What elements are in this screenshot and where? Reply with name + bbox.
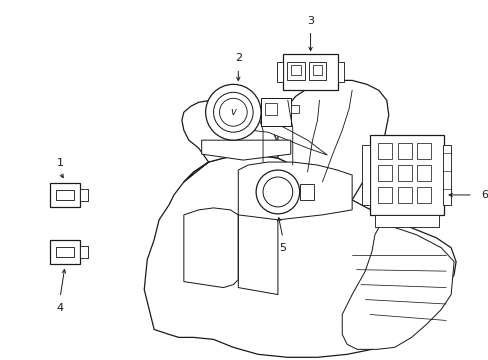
Bar <box>312 66 322 75</box>
Polygon shape <box>183 208 238 288</box>
Bar <box>397 143 411 159</box>
Polygon shape <box>201 140 290 160</box>
Bar <box>397 187 411 203</box>
Bar <box>377 187 391 203</box>
Bar <box>80 246 88 258</box>
Bar <box>290 66 300 75</box>
Bar <box>80 189 88 201</box>
Bar <box>50 183 80 207</box>
Bar <box>338 62 344 82</box>
Text: 5: 5 <box>279 243 286 253</box>
Bar <box>276 62 282 82</box>
Bar <box>282 54 338 90</box>
Bar <box>417 165 430 181</box>
Bar <box>56 247 74 257</box>
Bar <box>299 184 313 200</box>
Bar <box>377 143 391 159</box>
Text: 3: 3 <box>306 15 313 26</box>
Bar <box>261 98 290 126</box>
Circle shape <box>213 92 253 132</box>
Bar <box>264 103 276 115</box>
Polygon shape <box>243 115 327 155</box>
Bar <box>377 165 391 181</box>
Bar <box>308 62 325 80</box>
Bar <box>361 145 369 205</box>
Text: v: v <box>230 107 236 117</box>
Bar <box>290 105 298 113</box>
Text: 4: 4 <box>57 302 63 312</box>
Polygon shape <box>277 80 388 200</box>
Circle shape <box>219 98 247 126</box>
Bar <box>442 145 450 205</box>
Circle shape <box>256 170 299 214</box>
Bar <box>417 143 430 159</box>
Polygon shape <box>144 155 455 357</box>
Circle shape <box>263 177 292 207</box>
Bar <box>50 240 80 264</box>
Bar <box>369 135 443 215</box>
Polygon shape <box>342 222 453 349</box>
Bar <box>397 165 411 181</box>
Circle shape <box>205 84 261 140</box>
Bar <box>417 187 430 203</box>
Polygon shape <box>238 162 351 220</box>
Bar <box>56 190 74 200</box>
Text: 1: 1 <box>57 158 63 168</box>
Text: 2: 2 <box>234 54 242 63</box>
Bar <box>286 62 304 80</box>
Bar <box>374 215 438 227</box>
Text: 6: 6 <box>480 190 488 200</box>
Polygon shape <box>182 100 277 182</box>
